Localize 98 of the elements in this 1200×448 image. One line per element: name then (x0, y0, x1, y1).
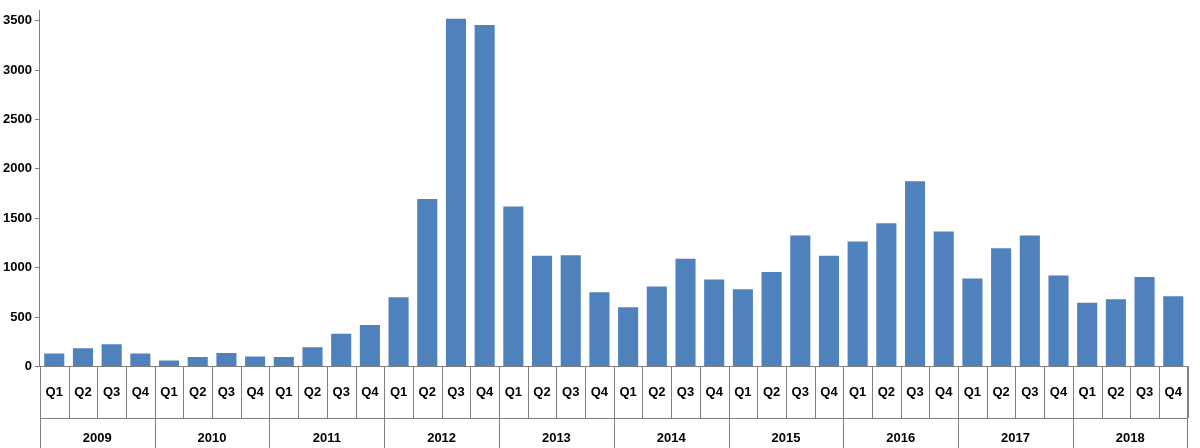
x-tick-label: Q4 (361, 383, 380, 399)
bar (675, 258, 696, 366)
bar (44, 353, 65, 366)
text: 2017 (1001, 429, 1030, 445)
x-tick-label: Q1 (160, 383, 178, 399)
x-tick-label: Q3 (217, 383, 236, 399)
x-tick-label: Q1 (963, 383, 982, 399)
bar (905, 181, 926, 366)
bar (1077, 302, 1098, 366)
bar (1134, 277, 1155, 366)
bar (876, 223, 897, 366)
x-tick-label: Q2 (189, 383, 207, 399)
x-tick-label: Q2 (303, 383, 322, 399)
bar (130, 353, 151, 366)
bar (732, 289, 753, 366)
text: 2018 (1115, 429, 1145, 445)
x-tick-label: Q1 (619, 383, 637, 399)
x-tick-label: Q4 (131, 383, 150, 399)
x-tick-label: Q2 (533, 383, 551, 399)
bar (302, 347, 323, 366)
x-tick-label: Q4 (475, 383, 495, 399)
x-tick-label: Q3 (332, 383, 350, 399)
x-tick-label: Q2 (992, 383, 1010, 399)
x-tick-label: Q3 (906, 383, 924, 399)
x-tick-label: Q1 (275, 383, 293, 399)
text: 2011 (312, 429, 341, 445)
x-tick-label: Q2 (877, 383, 896, 399)
x-tick-label: Q3 (676, 383, 695, 399)
bar (417, 198, 438, 366)
bar (273, 357, 294, 366)
y-tick-label: 2000 (3, 160, 32, 176)
bar (847, 241, 868, 366)
bar (589, 292, 610, 366)
x-tick-label: Q2 (648, 383, 666, 399)
bar (962, 278, 983, 366)
x-tick-label: Q3 (562, 383, 580, 399)
y-tick-label: 1500 (3, 209, 32, 225)
bar (187, 357, 208, 366)
x-tick-label: Q4 (590, 383, 609, 399)
x-tick-label: Q4 (820, 383, 839, 399)
y-tick-label: 0 (24, 357, 32, 373)
x-tick-label: Q2 (74, 383, 92, 399)
bar (331, 333, 352, 366)
x-tick-label: Q4 (705, 383, 724, 399)
x-tick-label: Q1 (45, 383, 63, 399)
bar (818, 255, 840, 366)
x-tick-label: Q3 (1135, 383, 1154, 399)
bar (101, 344, 122, 366)
bar (1163, 296, 1184, 366)
x-tick-label: Q1 (848, 383, 867, 399)
x-tick-label: Q4 (1049, 383, 1068, 399)
bar (761, 272, 782, 366)
x-tick-label: Q3 (1021, 383, 1039, 399)
bar (445, 18, 467, 366)
bar (72, 348, 93, 366)
bar (933, 231, 954, 366)
bar (646, 286, 667, 366)
x-tick-label: Q1 (504, 383, 523, 399)
x-tick-label: Q1 (389, 383, 408, 399)
x-tick-label: Q2 (1107, 383, 1125, 399)
bar (245, 356, 266, 366)
x-tick-label: Q2 (762, 383, 781, 399)
y-tick-label: 3500 (3, 12, 32, 28)
text: 2010 (197, 429, 227, 445)
bar (474, 25, 495, 366)
bar (560, 255, 581, 366)
text: 2014 (656, 429, 687, 445)
text: 2009 (82, 429, 112, 445)
bar (704, 279, 725, 366)
x-tick-label: Q3 (791, 383, 809, 399)
bar (158, 360, 180, 366)
text: 2016 (886, 429, 916, 445)
x-tick-label: Q1 (1078, 383, 1096, 399)
x-tick-label: Q2 (418, 383, 436, 399)
bar (359, 324, 380, 366)
text: 2012 (427, 429, 457, 445)
text: 2013 (541, 429, 571, 445)
bar (503, 206, 524, 366)
bar (618, 307, 639, 366)
bar (991, 248, 1012, 366)
bar (216, 353, 237, 366)
bar (532, 255, 553, 366)
x-tick-label: Q4 (1164, 383, 1183, 399)
y-tick-label: 3000 (3, 61, 32, 77)
bar (1019, 235, 1040, 366)
x-tick-label: Q3 (102, 383, 121, 399)
x-tick-label: Q4 (935, 383, 954, 399)
bar (388, 297, 409, 366)
text: 2015 (771, 429, 801, 445)
x-tick-label: Q3 (447, 383, 465, 399)
bar (1048, 275, 1069, 366)
x-tick-label: Q1 (734, 383, 752, 399)
bar (1105, 299, 1126, 366)
y-tick-label: 2500 (3, 111, 32, 127)
x-tick-label: Q4 (246, 383, 265, 399)
bar (790, 235, 811, 366)
y-tick-label: 1000 (3, 259, 32, 275)
y-tick-label: 500 (10, 308, 32, 324)
